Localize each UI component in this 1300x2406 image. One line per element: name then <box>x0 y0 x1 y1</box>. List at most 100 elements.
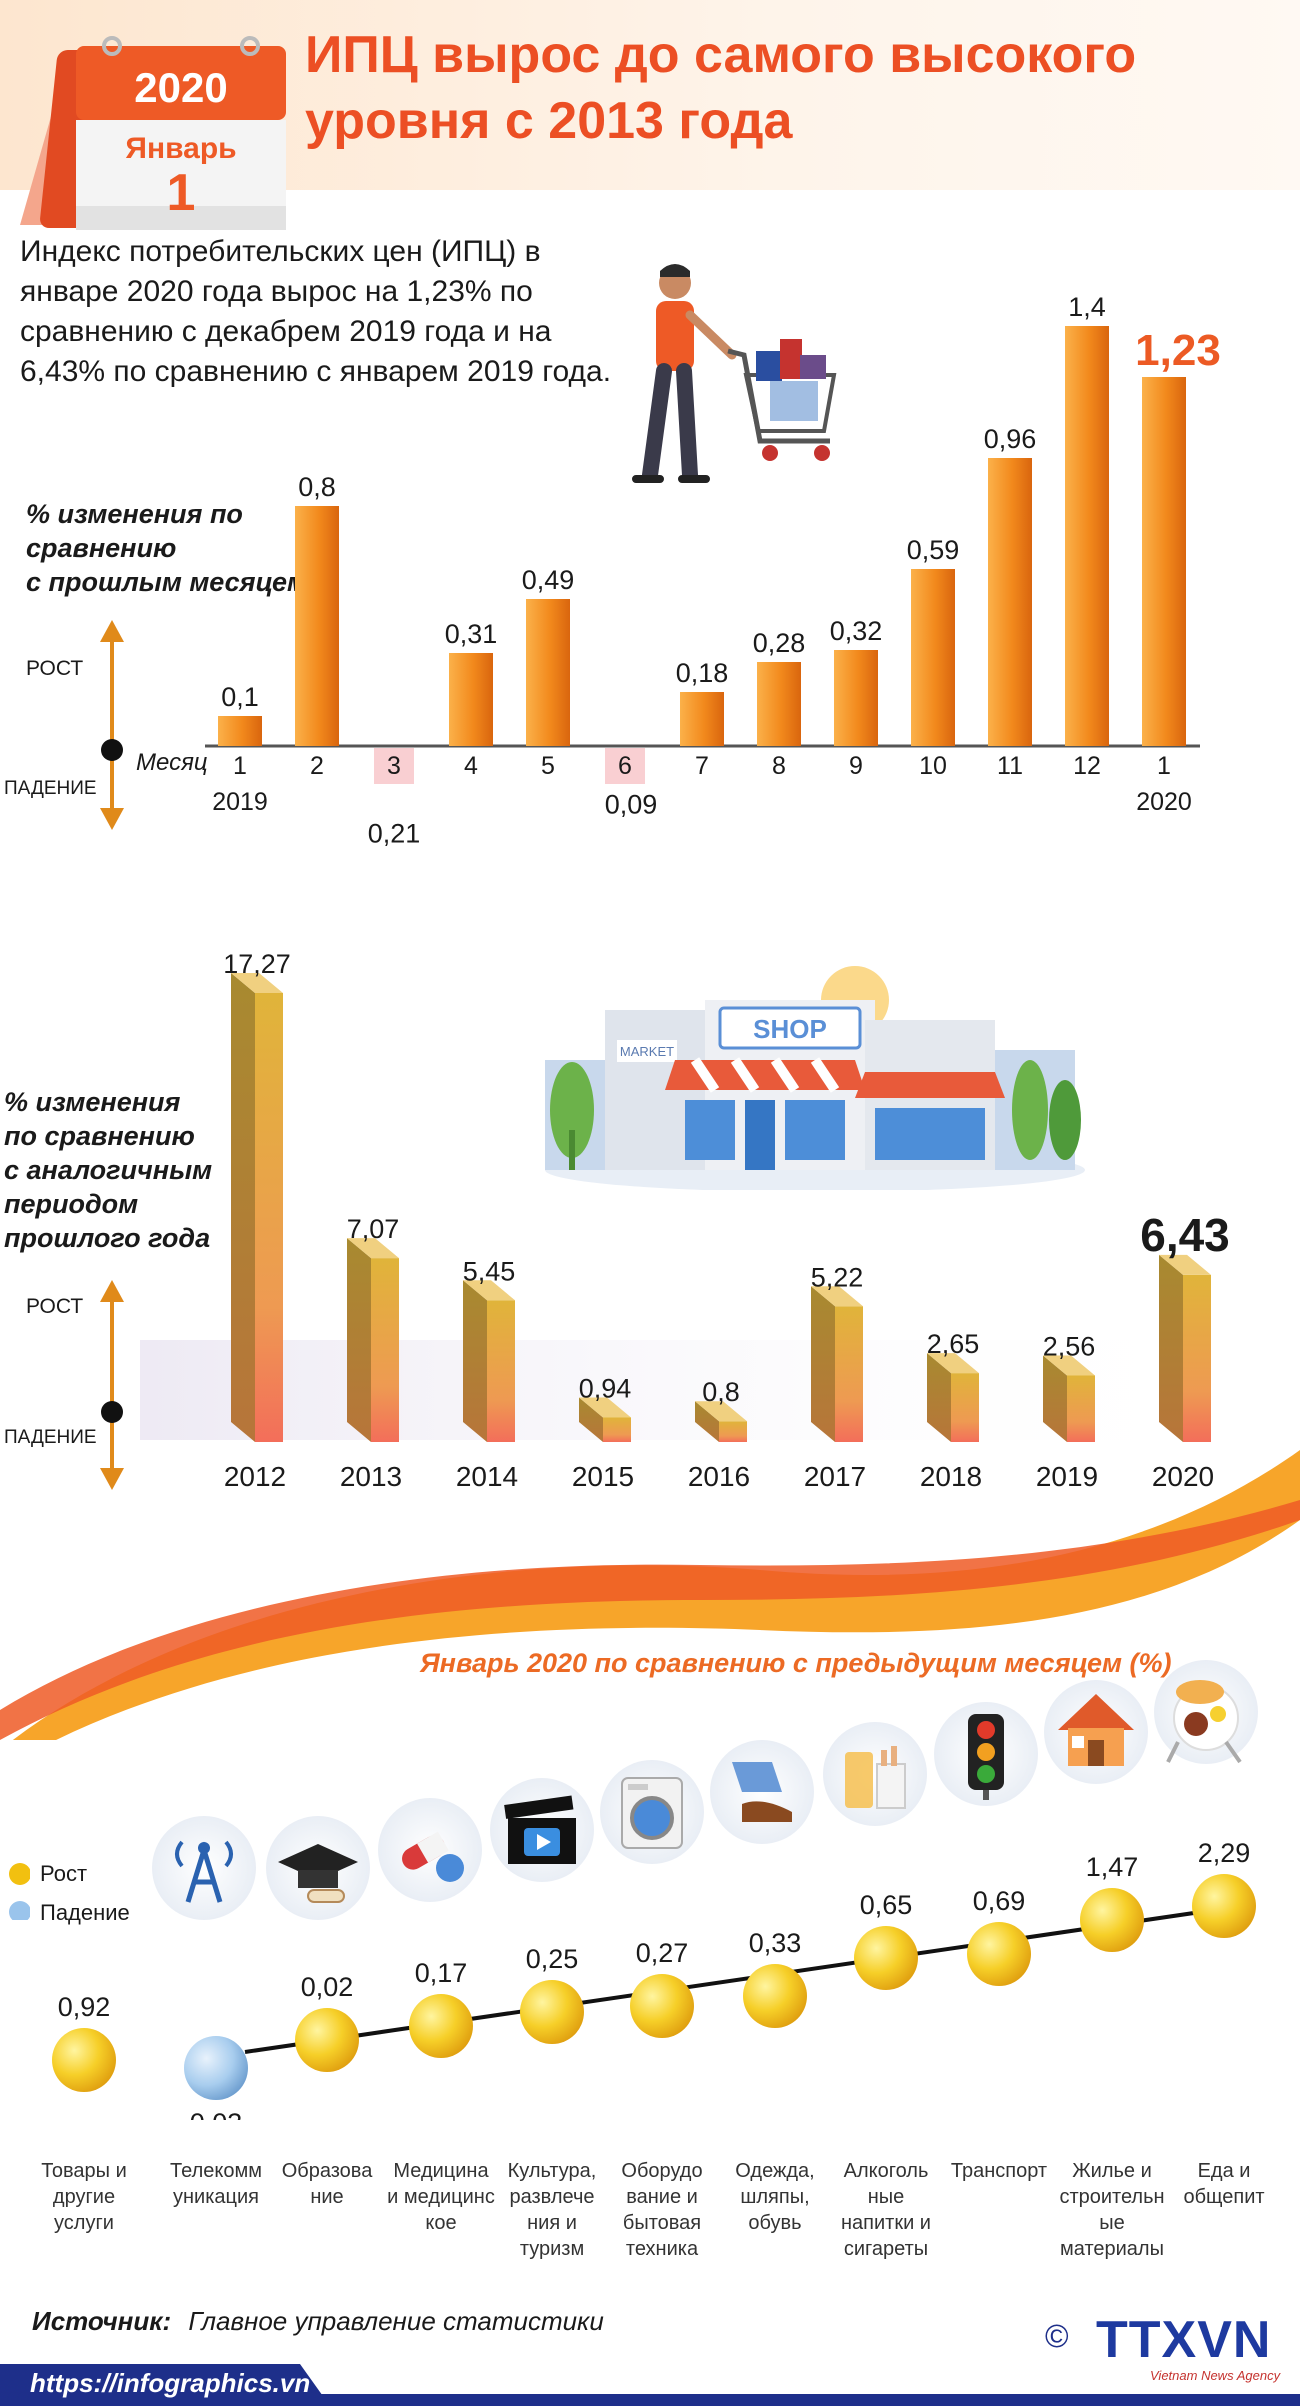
monthly-value-label: 0,49 <box>522 565 575 595</box>
category-dot <box>295 2008 359 2072</box>
yearly-bar <box>719 1421 747 1442</box>
source-line: Источник: Главное управление статистики <box>32 2306 604 2337</box>
monthly-tick-label: 2 <box>310 752 324 780</box>
source-label: Источник: <box>32 2306 172 2336</box>
monthly-tick-label: 3 <box>387 752 401 780</box>
yearly-value-label: 5,22 <box>811 1262 864 1292</box>
category-trend-line <box>244 1906 1229 2054</box>
yearly-caption-line-5: прошлого года <box>4 1223 211 1253</box>
yearly-value-label: 5,45 <box>463 1256 516 1286</box>
monthly-value-label: 0,59 <box>907 535 960 565</box>
category-label: Медицина и медицинс кое <box>387 2160 495 2234</box>
yearly-caption-line-1: % изменения <box>4 1087 181 1117</box>
yearly-bar <box>1067 1375 1095 1442</box>
brand-logo: TTXVN <box>1096 2311 1272 2369</box>
source-text: Главное управление статистики <box>188 2306 604 2336</box>
monthly-cpi-chart: Месяц 0,1 1 0,8 2 3 0,21 0,31 4 0,49 5 6 0,09 0,18 7 0… <box>100 292 1221 848</box>
category-chart-title: Январь 2020 по сравнению с предыдущим ме… <box>420 1648 1172 1678</box>
yearly-bar <box>835 1306 863 1442</box>
intro-text: Индекс потребительских цен (ИПЦ) в январ… <box>20 235 612 388</box>
monthly-caption-line-1: % изменения по <box>26 499 243 529</box>
footer-url-link[interactable]: https://infographics.vn <box>30 2368 311 2398</box>
month-axis-word: Месяц <box>136 749 208 776</box>
house-icon <box>1044 1680 1148 1784</box>
yearly-bar-side <box>1043 1355 1067 1442</box>
yearly-value-label: 7,07 <box>347 1214 400 1244</box>
antenna-icon <box>152 1816 256 1920</box>
yearly-tick-label: 2019 <box>1036 1461 1098 1492</box>
yearly-bar-side <box>231 972 255 1442</box>
yearly-value-label: 6,43 <box>1140 1209 1230 1261</box>
category-value-label: 0,65 <box>860 1890 913 1920</box>
monthly-value-label: 0,28 <box>753 628 806 658</box>
category-dot <box>1080 1888 1144 1952</box>
yearly-value-label: 2,65 <box>927 1329 980 1359</box>
monthly-tick-label: 12 <box>1073 752 1101 780</box>
yearly-bar-side <box>579 1397 603 1442</box>
yearly-bar-side <box>347 1238 371 1442</box>
category-label: Товары и другие услуги <box>41 2160 127 2234</box>
yearly-bar <box>951 1373 979 1442</box>
page-title: ИПЦ вырос до самого высокого уровня с 20… <box>305 22 1285 154</box>
yearly-bar <box>255 992 283 1442</box>
yearly-caption-line-3: с аналогичным <box>4 1155 213 1185</box>
orange-swoosh <box>0 1450 1300 1740</box>
monthly-value-label: 0,96 <box>984 424 1037 454</box>
monthly-bar <box>295 506 339 746</box>
traffic-light-icon <box>934 1702 1038 1806</box>
yearly-caption-line-4: периодом <box>4 1189 139 1219</box>
monthly-value-label: 0,32 <box>830 616 883 646</box>
category-value-label: 0,69 <box>973 1886 1026 1916</box>
monthly-chart-caption: % изменения по сравнению с прошлым месяц… <box>26 497 307 599</box>
monthly-value-label: 0,1 <box>221 682 259 712</box>
monthly-bar <box>834 650 878 746</box>
monthly-value-label: 1,4 <box>1068 292 1106 322</box>
category-label: Алкоголь ные напитки и сигареты <box>841 2160 931 2260</box>
monthly-tick-label: 9 <box>849 752 863 780</box>
footer-bar <box>0 2364 1300 2406</box>
monthly-bar <box>757 662 801 746</box>
page-title-line-1: ИПЦ вырос до самого высокого <box>305 26 1137 84</box>
monthly-value-label: 0,21 <box>368 818 421 848</box>
monthly-tick-label: 5 <box>541 752 555 780</box>
category-label: Оборудо вание и бытовая техника <box>621 2160 703 2260</box>
legend-fall-label: Падение <box>40 1900 130 1925</box>
monthly-bar <box>988 458 1032 746</box>
graduation-cap-icon <box>266 1816 370 1920</box>
category-value-label: 0,33 <box>749 1928 802 1958</box>
yearly-rise-label: РОСТ <box>26 1295 84 1318</box>
monthly-caption-line-2: сравнению <box>26 533 177 563</box>
yearly-bar-top <box>579 1397 631 1418</box>
monthly-bar <box>526 599 570 746</box>
fall-arrow-icon <box>100 808 124 830</box>
monthly-tick-label: 1 <box>1157 752 1171 780</box>
legend-rise-label: Рост <box>40 1861 88 1886</box>
calendar-year: 2020 <box>134 64 227 111</box>
yearly-bar-side <box>927 1353 951 1442</box>
category-value-label: 0,02 <box>301 1972 354 2002</box>
category-dot <box>854 1926 918 1990</box>
yearly-tick-label: 2018 <box>920 1461 982 1492</box>
monthly-bar <box>449 653 493 746</box>
monthly-bar <box>911 569 955 746</box>
calendar-icon: 2020 Январь 1 <box>20 36 286 230</box>
pills-icon <box>378 1798 482 1902</box>
category-label: Жилье и строительн ые материалы <box>1059 2160 1165 2260</box>
category-value-label: 0,17 <box>415 1958 468 1988</box>
yearly-bar-top <box>1043 1355 1095 1376</box>
category-value-label: 0,92 <box>58 1992 111 2022</box>
yearly-cpi-chart: 17,27 2012 7,07 2013 5,45 2014 0,94 2015 0,8 2016… <box>100 949 1260 1492</box>
yearly-bar <box>487 1300 515 1442</box>
market-sign: MARKET <box>620 1044 674 1059</box>
washing-machine-icon <box>600 1760 704 1864</box>
category-label: Культура, развлече ния и туризм <box>507 2160 597 2260</box>
brand-subtitle: Vietnam News Agency <box>1150 2368 1281 2383</box>
category-value-label: 0,03 <box>190 2108 243 2120</box>
yearly-bar-top <box>347 1238 399 1259</box>
calendar-day: 1 <box>167 164 196 222</box>
yearly-bar-top <box>1159 1254 1211 1275</box>
yearly-shadow <box>140 1340 1260 1440</box>
yearly-value-label: 0,8 <box>702 1377 740 1407</box>
yearly-value-label: 2,56 <box>1043 1331 1096 1361</box>
category-dot <box>630 1974 694 2038</box>
